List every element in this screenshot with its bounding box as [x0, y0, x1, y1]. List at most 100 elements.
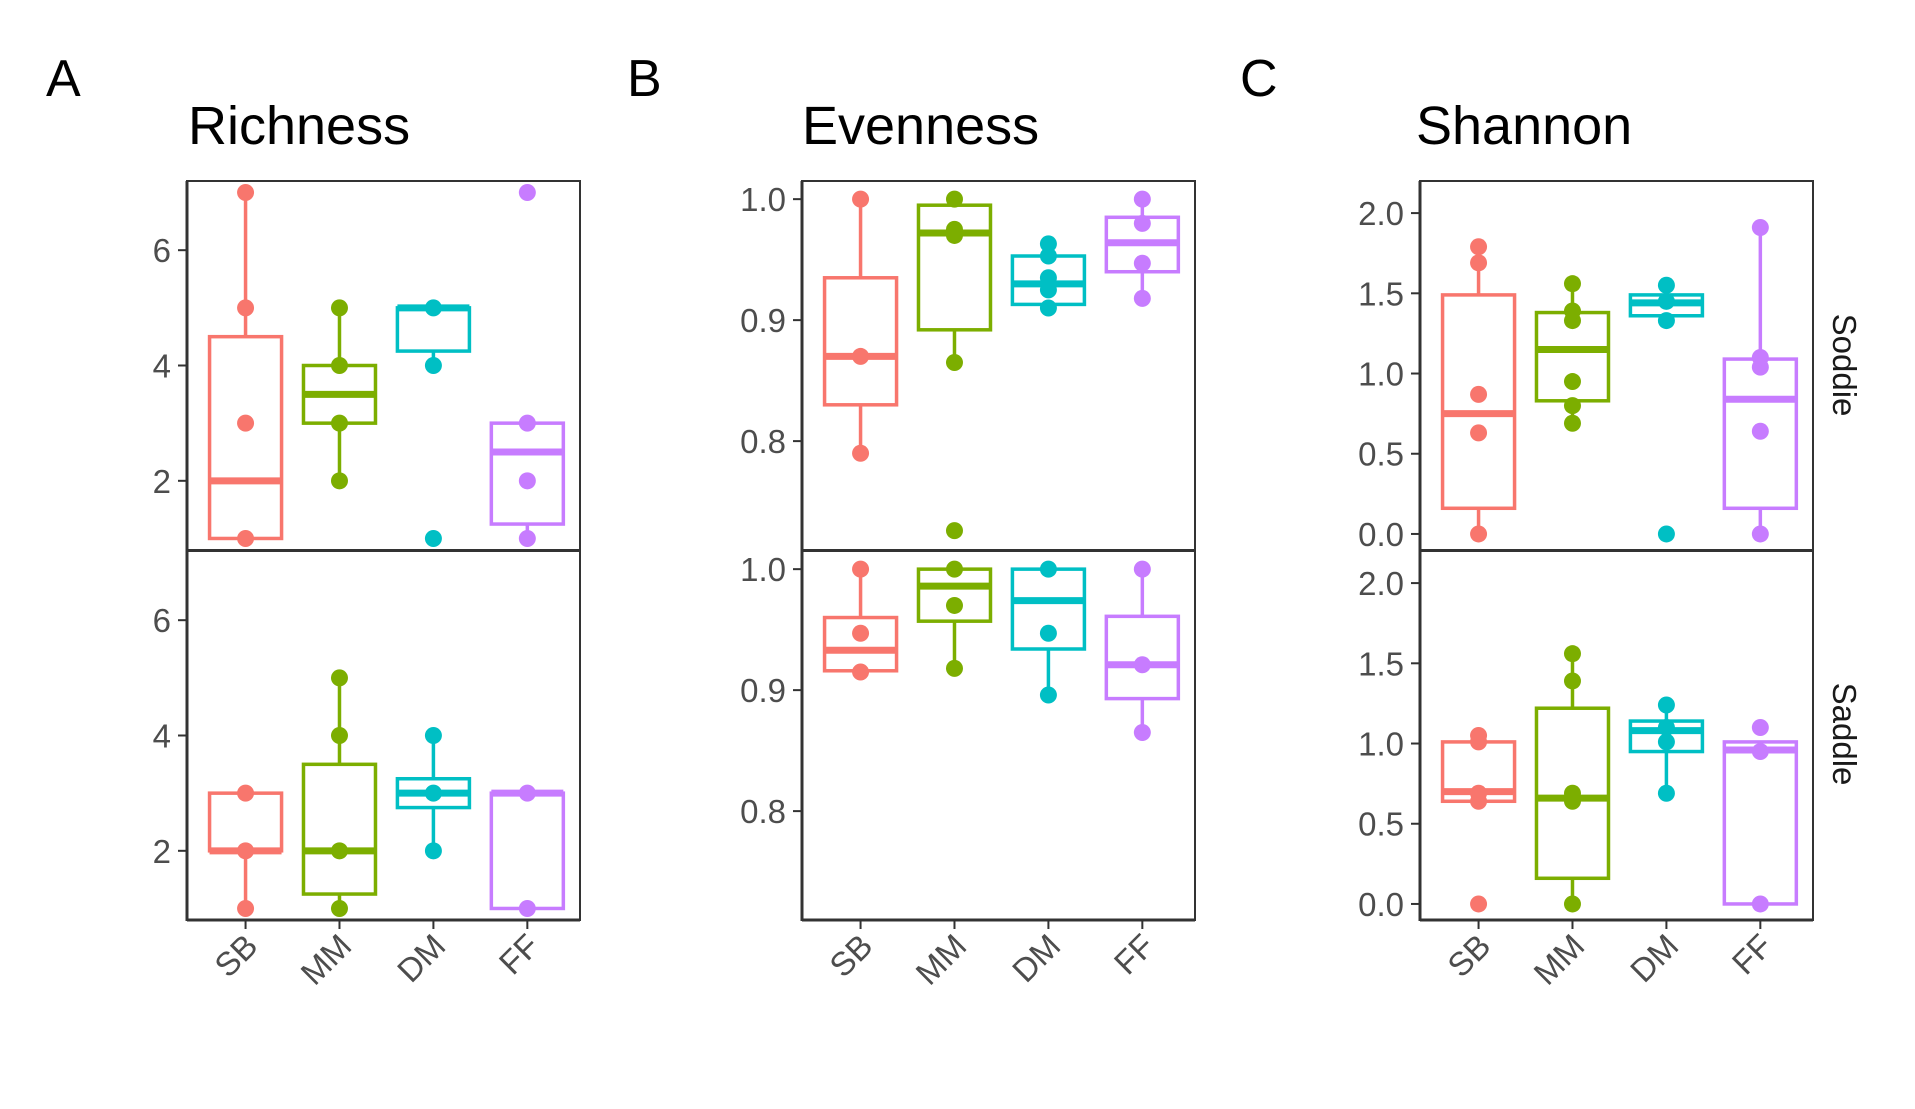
y-tick-label: 0.5: [1358, 436, 1404, 473]
facet-soddie: 0.0 0.5 1.0 1.5 2.0: [1358, 180, 1814, 553]
data-point: [1470, 238, 1488, 256]
data-point: [945, 596, 963, 614]
y-tick-label: 0.8: [740, 423, 786, 460]
data-point: [1563, 414, 1581, 432]
box-mm: [1534, 645, 1611, 913]
data-point: [424, 299, 442, 317]
data-point: [330, 414, 348, 432]
y-tick-label: 1.0: [740, 551, 786, 588]
strip-label-soddie: Soddie: [1826, 314, 1863, 417]
data-point: [237, 414, 255, 432]
box-iqr: [207, 334, 284, 541]
y-tick-label: 0.9: [740, 302, 786, 339]
data-point: [1563, 672, 1581, 690]
data-point: [424, 784, 442, 802]
data-point: [1039, 269, 1057, 287]
data-point: [1563, 645, 1581, 663]
panel-plot-shannon: 0.00.51.01.52.00.00.51.01.52.0SB MM DM FF: [1358, 180, 1814, 992]
panel-shannon: C Shannon: [1240, 50, 1632, 156]
y-tick-label: 4: [153, 718, 171, 755]
box-dm: [1628, 696, 1705, 802]
y-tick-label: 0.8: [740, 793, 786, 830]
y-tick-label: 2: [153, 463, 171, 500]
box-ff: [1722, 219, 1799, 543]
box-dm: [395, 299, 472, 547]
data-point: [945, 220, 963, 238]
data-point: [1133, 560, 1151, 578]
strip-label-saddle: Saddle: [1826, 683, 1863, 786]
data-point: [1039, 686, 1057, 704]
data-point: [237, 899, 255, 917]
data-point: [1751, 422, 1769, 440]
data-point: [852, 190, 870, 208]
data-point: [1133, 656, 1151, 674]
box-iqr: [301, 762, 378, 896]
box-iqr: [207, 791, 284, 853]
data-point: [1751, 348, 1769, 366]
y-tick-label: 1.5: [1358, 645, 1404, 682]
data-point: [1657, 276, 1675, 294]
data-point: [1657, 312, 1675, 330]
box-sb: [207, 184, 284, 547]
panel-evenness: B Evenness: [627, 50, 1039, 156]
y-tick-label: 4: [153, 348, 171, 385]
panel-label-b: B: [627, 50, 662, 108]
box-iqr: [916, 567, 993, 623]
data-point: [1470, 424, 1488, 442]
data-point: [237, 184, 255, 202]
data-point: [1039, 560, 1057, 578]
y-tick-label: 1.0: [1358, 356, 1404, 393]
y-tick-label: 6: [153, 232, 171, 269]
data-point: [1657, 784, 1675, 802]
data-point: [1470, 525, 1488, 543]
data-point: [518, 529, 536, 547]
box-sb: [207, 784, 284, 917]
data-point: [945, 659, 963, 677]
box-mm: [1534, 275, 1611, 432]
box-ff: [1104, 190, 1181, 307]
panel-title-shannon: Shannon: [1416, 96, 1632, 156]
box-mm: [301, 299, 378, 490]
data-point: [330, 472, 348, 490]
data-point: [237, 784, 255, 802]
panel-title-evenness: Evenness: [802, 96, 1039, 156]
y-tick-label: 1.0: [1358, 726, 1404, 763]
data-point: [518, 414, 536, 432]
data-point: [518, 472, 536, 490]
data-point: [1563, 373, 1581, 391]
data-point: [1657, 718, 1675, 736]
data-point: [1133, 190, 1151, 208]
data-point: [852, 347, 870, 365]
data-point: [1039, 624, 1057, 642]
data-point: [852, 624, 870, 642]
panel-title-richness: Richness: [188, 96, 410, 156]
data-point: [1657, 733, 1675, 751]
box-iqr: [489, 791, 566, 911]
data-point: [237, 299, 255, 317]
data-point: [1657, 525, 1675, 543]
data-point: [852, 560, 870, 578]
box-iqr: [1104, 614, 1181, 701]
y-tick-label: 0.9: [740, 672, 786, 709]
facet-saddle: 2 4 6: [153, 550, 581, 921]
y-tick-label: 2.0: [1358, 565, 1404, 602]
data-point: [1657, 292, 1675, 310]
data-point: [1133, 723, 1151, 741]
data-point: [1563, 397, 1581, 415]
data-point: [330, 299, 348, 317]
y-tick-label: 0.0: [1358, 516, 1404, 553]
data-point: [1563, 302, 1581, 320]
data-point: [424, 727, 442, 744]
data-point: [1657, 696, 1675, 714]
data-point: [1470, 254, 1488, 272]
panel-label-c: C: [1240, 50, 1278, 108]
data-point: [1039, 235, 1057, 253]
box-iqr: [822, 276, 899, 407]
data-point: [1751, 895, 1769, 913]
box-ff: [1722, 718, 1799, 913]
data-point: [1563, 275, 1581, 293]
data-point: [1133, 289, 1151, 307]
data-point: [1751, 219, 1769, 237]
data-point: [1039, 281, 1057, 299]
data-point: [424, 842, 442, 860]
